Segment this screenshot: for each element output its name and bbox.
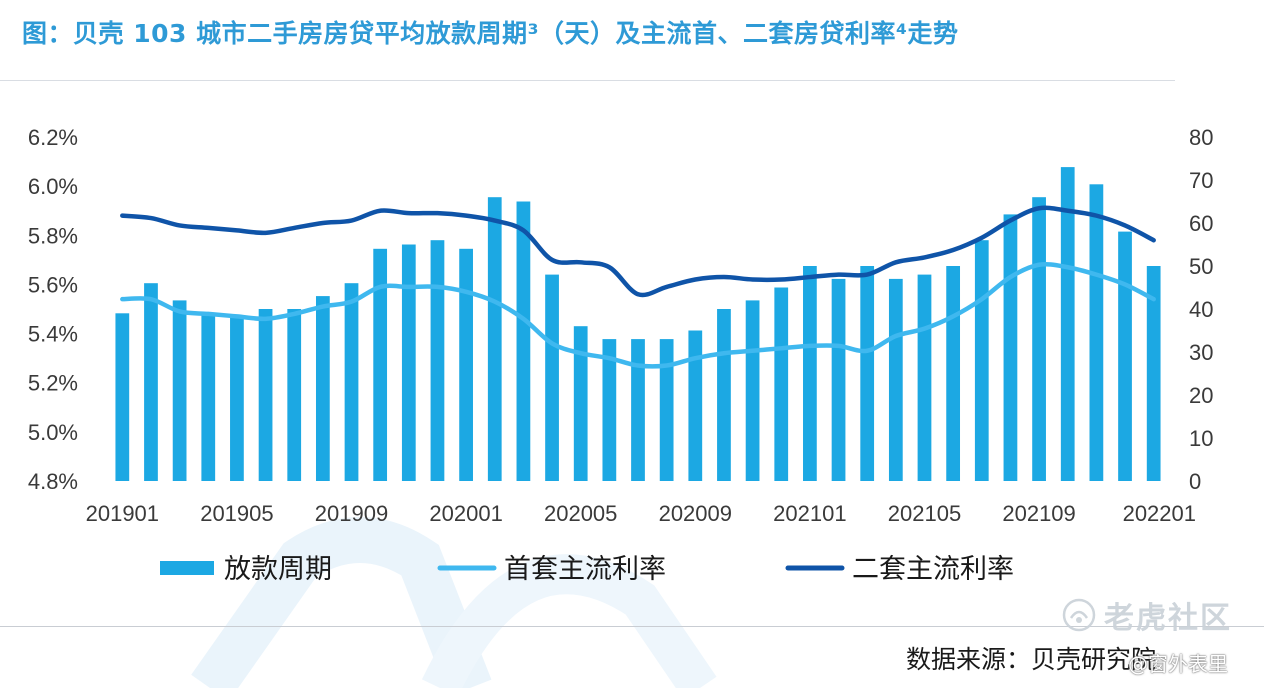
bar-202112 <box>1118 231 1132 481</box>
bar-201902 <box>144 283 158 481</box>
bars-layer <box>115 167 1161 482</box>
bar-201905 <box>230 317 244 481</box>
watermark-author: @窗外表里 <box>1128 652 1228 676</box>
bar-202008 <box>659 339 674 481</box>
bar-201901 <box>115 313 130 481</box>
legend-label: 首套主流利率 <box>504 554 666 585</box>
bar-201903 <box>172 300 187 481</box>
legend: 放款周期 首套主流利率 二套主流利率 <box>160 554 1014 585</box>
right-tick-label: 30 <box>1189 340 1213 365</box>
bar-202106 <box>946 266 961 481</box>
x-tick-label: 201905 <box>200 501 273 526</box>
bar-202011 <box>745 300 760 481</box>
right-tick-label: 50 <box>1189 254 1213 279</box>
bar-202003 <box>516 201 531 481</box>
x-tick-label: 202105 <box>888 501 961 526</box>
x-tick-label: 201901 <box>86 501 159 526</box>
bar-201908 <box>315 296 330 481</box>
line-series-1 <box>120 261 1156 369</box>
x-axis-ticks: 201901 201905 201909 202001 202005 202009 2021… <box>86 501 1196 526</box>
bar-201904 <box>201 313 216 481</box>
right-tick-label: 40 <box>1189 297 1213 322</box>
right-tick-label: 70 <box>1189 168 1213 193</box>
right-tick-label: 20 <box>1189 383 1213 408</box>
bar-201911 <box>401 244 416 481</box>
bar-201906 <box>258 309 273 481</box>
left-tick-label: 5.2% <box>28 371 78 396</box>
bar-201909 <box>344 283 359 481</box>
tiger-logo-icon <box>1062 598 1096 632</box>
left-axis-ticks: 6.2% 6.0% 5.8% 5.6% 5.4% 5.2% 5.0% 4.8% <box>28 125 78 494</box>
left-tick-label: 5.0% <box>28 420 78 445</box>
bar-202101 <box>803 266 817 481</box>
left-tick-label: 4.8% <box>28 469 78 494</box>
x-tick-label: 202201 <box>1123 501 1196 526</box>
bar-202006 <box>602 339 617 481</box>
legend-label: 放款周期 <box>224 554 332 585</box>
bar-202009 <box>688 330 703 481</box>
x-tick-label: 202009 <box>659 501 732 526</box>
x-tick-label: 202101 <box>773 501 846 526</box>
bar-202104 <box>888 278 903 481</box>
left-tick-label: 5.4% <box>28 322 78 347</box>
bar-201907 <box>287 309 302 481</box>
bar-202102 <box>831 278 846 481</box>
x-tick-label: 202005 <box>544 501 617 526</box>
bar-202012 <box>774 287 789 481</box>
bar-202005 <box>573 326 588 481</box>
bar-201912 <box>430 240 445 481</box>
data-source: 数据来源：贝壳研究院 <box>905 645 1156 674</box>
bar-202108 <box>1003 214 1018 481</box>
line-series-2 <box>120 205 1156 298</box>
bar-202007 <box>631 339 645 481</box>
right-tick-label: 0 <box>1189 469 1201 494</box>
legend-swatch-bar <box>160 561 214 575</box>
left-tick-label: 6.0% <box>28 174 78 199</box>
lines-layer <box>120 205 1156 369</box>
right-tick-label: 80 <box>1189 125 1213 150</box>
right-tick-label: 10 <box>1189 426 1213 451</box>
x-tick-label: 202109 <box>1002 501 1075 526</box>
bar-202010 <box>717 309 731 481</box>
left-tick-label: 5.6% <box>28 272 78 297</box>
bar-202201 <box>1146 266 1161 481</box>
bar-201910 <box>373 248 388 481</box>
bar-202107 <box>974 240 989 481</box>
bar-202001 <box>459 248 473 481</box>
bar-202004 <box>545 274 559 481</box>
bar-202109 <box>1032 197 1046 481</box>
right-axis-ticks: 80 70 60 50 40 30 20 10 0 <box>1189 125 1213 494</box>
left-tick-label: 6.2% <box>28 125 78 150</box>
bar-202111 <box>1089 184 1104 482</box>
left-tick-label: 5.8% <box>28 223 78 248</box>
footer-divider <box>0 626 1264 627</box>
x-tick-label: 202001 <box>429 501 502 526</box>
bar-202103 <box>860 266 875 481</box>
legend-label: 二套主流利率 <box>852 554 1014 585</box>
title-divider <box>0 80 1175 81</box>
right-tick-label: 60 <box>1189 211 1213 236</box>
bar-202105 <box>917 274 932 481</box>
x-tick-label: 201909 <box>315 501 388 526</box>
bar-202110 <box>1060 167 1075 481</box>
watermark-brand-text: 老虎社区 <box>1104 601 1232 636</box>
chart-title: 图：贝壳 103 城市二手房房贷平均放款周期³（天）及主流首、二套房贷利率⁴走势 <box>22 19 959 48</box>
bar-202002 <box>487 197 502 481</box>
watermark-brand: 老虎社区 <box>1062 593 1232 637</box>
